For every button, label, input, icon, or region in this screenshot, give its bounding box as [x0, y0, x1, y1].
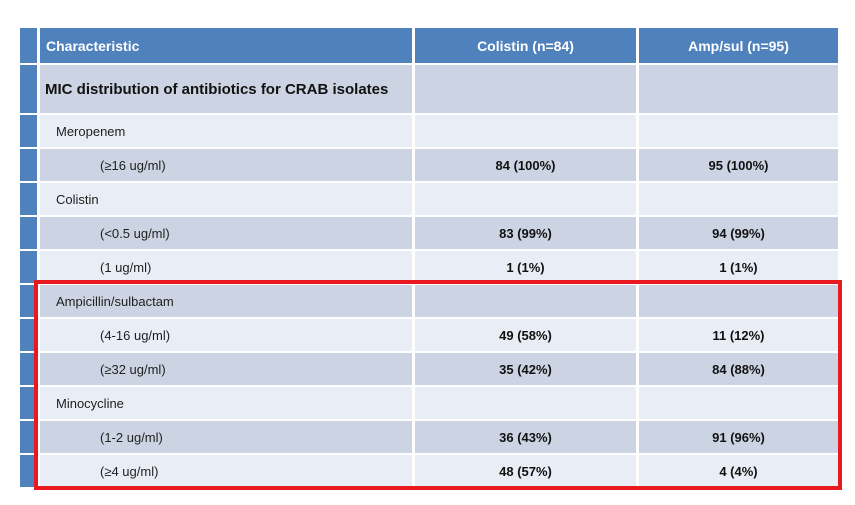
mic-range-label: (1-2 ug/ml) [40, 421, 412, 453]
left-accent-strip-cell [20, 183, 37, 215]
ampsul-value-cell: 4 (4%) [639, 455, 838, 487]
colistin-value-cell: 1 (1%) [415, 251, 636, 283]
table-row: Minocycline [20, 387, 838, 419]
colistin-value-cell: 84 (100%) [415, 149, 636, 181]
antibiotic-name-label: Meropenem [40, 115, 412, 147]
colistin-value-cell: 36 (43%) [415, 421, 636, 453]
colistin-value-cell: 35 (42%) [415, 353, 636, 385]
table-header-row: Characteristic Colistin (n=84) Amp/sul (… [20, 28, 838, 63]
empty-cell [415, 387, 636, 419]
column-header-characteristic: Characteristic [40, 28, 412, 63]
antibiotic-name-label: Colistin [40, 183, 412, 215]
ampsul-value-cell: 84 (88%) [639, 353, 838, 385]
table-row: (≥16 ug/ml) 84 (100%) 95 (100%) [20, 149, 838, 181]
empty-cell [415, 183, 636, 215]
ampsul-value-cell: 94 (99%) [639, 217, 838, 249]
table-row: (<0.5 ug/ml) 83 (99%) 94 (99%) [20, 217, 838, 249]
colistin-value-cell: 83 (99%) [415, 217, 636, 249]
mic-range-label: (≥16 ug/ml) [40, 149, 412, 181]
left-accent-strip-cell [20, 65, 37, 113]
section-title: MIC distribution of antibiotics for CRAB… [40, 65, 412, 113]
mic-range-label: (<0.5 ug/ml) [40, 217, 412, 249]
left-accent-strip-cell [20, 285, 37, 317]
left-accent-strip-cell [20, 387, 37, 419]
section-title-row: MIC distribution of antibiotics for CRAB… [20, 65, 838, 113]
table-body: MIC distribution of antibiotics for CRAB… [20, 65, 838, 487]
table-row: Colistin [20, 183, 838, 215]
empty-cell [639, 65, 838, 113]
ampsul-value-cell: 91 (96%) [639, 421, 838, 453]
table-row: Meropenem [20, 115, 838, 147]
empty-cell [639, 387, 838, 419]
left-accent-strip-cell [20, 421, 37, 453]
table-row: (≥4 ug/ml) 48 (57%) 4 (4%) [20, 455, 838, 487]
mic-range-label: (≥32 ug/ml) [40, 353, 412, 385]
column-header-ampsul: Amp/sul (n=95) [639, 28, 838, 63]
empty-cell [639, 183, 838, 215]
table-row: (1-2 ug/ml) 36 (43%) 91 (96%) [20, 421, 838, 453]
antibiotic-name-label: Minocycline [40, 387, 412, 419]
table-row: (4-16 ug/ml) 49 (58%) 11 (12%) [20, 319, 838, 351]
empty-cell [415, 65, 636, 113]
left-accent-strip-cell [20, 115, 37, 147]
table-row: (1 ug/ml) 1 (1%) 1 (1%) [20, 251, 838, 283]
left-accent-strip-cell [20, 353, 37, 385]
ampsul-value-cell: 11 (12%) [639, 319, 838, 351]
empty-cell [415, 115, 636, 147]
table-row: Ampicillin/sulbactam [20, 285, 838, 317]
mic-range-label: (1 ug/ml) [40, 251, 412, 283]
left-accent-strip-cell [20, 319, 37, 351]
antibiotic-name-label: Ampicillin/sulbactam [40, 285, 412, 317]
left-accent-strip-cell [20, 455, 37, 487]
empty-cell [639, 285, 838, 317]
left-accent-strip-cell [20, 217, 37, 249]
left-accent-strip-cell [20, 149, 37, 181]
colistin-value-cell: 49 (58%) [415, 319, 636, 351]
ampsul-value-cell: 95 (100%) [639, 149, 838, 181]
colistin-value-cell: 48 (57%) [415, 455, 636, 487]
left-accent-strip-cell [20, 28, 37, 63]
mic-distribution-table: Characteristic Colistin (n=84) Amp/sul (… [17, 26, 841, 489]
mic-range-label: (≥4 ug/ml) [40, 455, 412, 487]
left-accent-strip-cell [20, 251, 37, 283]
mic-range-label: (4-16 ug/ml) [40, 319, 412, 351]
empty-cell [415, 285, 636, 317]
ampsul-value-cell: 1 (1%) [639, 251, 838, 283]
empty-cell [639, 115, 838, 147]
table-row: (≥32 ug/ml) 35 (42%) 84 (88%) [20, 353, 838, 385]
column-header-colistin: Colistin (n=84) [415, 28, 636, 63]
